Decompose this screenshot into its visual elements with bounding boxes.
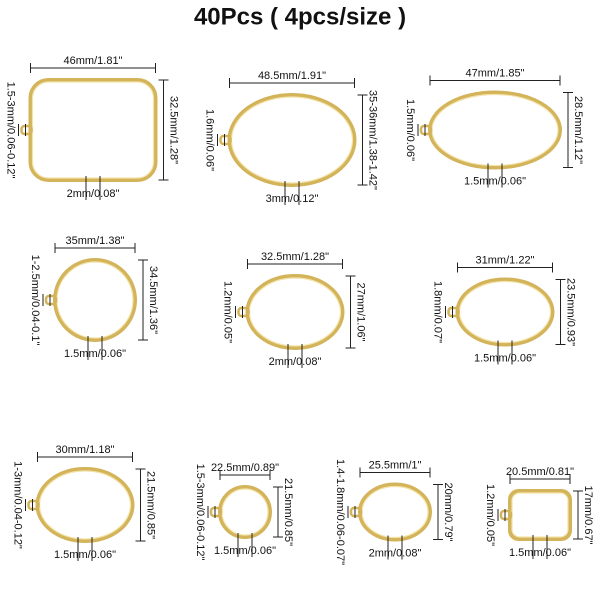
frame	[508, 489, 572, 541]
frame-highlight	[361, 485, 429, 539]
width-label: 25.5mm/1"	[369, 459, 422, 471]
width-label: 48.5mm/1.91"	[258, 70, 326, 82]
frame	[245, 274, 345, 350]
item: 25.5mm/1" 20mm/0.79" 1.4-1.8mm/0.06-0.07" 2…	[334, 459, 454, 565]
item: 30mm/1.18" 21.5mm/0.85" 1-3mm/0.04-0.12" 1.…	[12, 444, 157, 561]
hole-label: 2mm/0.08"	[67, 188, 120, 200]
hole-label: 1.5mm/0.06"	[54, 549, 116, 561]
hole-label: 2mm/0.08"	[269, 356, 322, 368]
thickness-label: 1.8mm/0.07"	[432, 281, 444, 343]
item: 35mm/1.38" 34.5mm/1.36" 1-2.5mm/0.04-0.1" 1…	[29, 235, 159, 360]
hole-label: 3mm/0.12"	[266, 193, 319, 205]
height-label: 21.5mm/0.85"	[145, 471, 157, 539]
thickness-label: 1-2.5mm/0.04-0.1"	[29, 255, 41, 346]
item: 20.5mm/0.81" 17mm/0.67" 1.2mm/0.05" 1.5mm/0…	[484, 466, 594, 559]
frame	[35, 467, 135, 543]
frame-highlight	[458, 280, 552, 344]
loop	[237, 306, 250, 318]
thickness-label: 1.5mm/0.06"	[404, 99, 416, 161]
loop	[349, 506, 363, 518]
width-label: 32.5mm/1.28"	[261, 251, 329, 263]
item: 32.5mm/1.28" 27mm/1.06" 1.2mm/0.05" 2mm/0.0…	[222, 251, 367, 368]
loop	[27, 499, 40, 511]
thickness-label: 1.5-3mm/0.06-0.12"	[5, 82, 17, 179]
loop	[44, 294, 58, 306]
width-label: 30mm/1.18"	[56, 444, 115, 456]
width-label: 22.5mm/0.89"	[211, 462, 279, 474]
height-label: 28.5mm/1.12"	[572, 96, 584, 164]
title: 40Pcs ( 4pcs/size )	[194, 3, 406, 30]
height-label: 20mm/0.79"	[442, 483, 454, 542]
frame	[428, 90, 562, 170]
frame	[53, 258, 137, 342]
hole-label: 1.5mm/0.06"	[64, 348, 126, 360]
hole-label: 1.5mm/0.06"	[474, 352, 536, 364]
hole-label: 1.5mm/0.06"	[464, 175, 526, 187]
loop	[419, 124, 433, 136]
width-label: 20.5mm/0.81"	[506, 466, 574, 478]
thickness-label: 1-3mm/0.04-0.12"	[12, 461, 24, 549]
thickness-label: 1.5-3mm/0.06-0.12"	[194, 464, 206, 561]
frame-highlight	[248, 277, 342, 347]
loop	[219, 134, 232, 146]
height-label: 32.5mm/1.28"	[168, 96, 180, 164]
frame-highlight	[31, 81, 155, 179]
frame	[455, 277, 555, 347]
thickness-label: 1.2mm/0.05"	[484, 484, 496, 546]
hole-label: 2mm/0.08"	[369, 547, 422, 559]
loop	[447, 306, 460, 318]
hole-label: 1.5mm/0.06"	[509, 547, 571, 559]
thickness-label: 1.2mm/0.05"	[222, 281, 234, 343]
thickness-label: 1.4-1.8mm/0.06-0.07"	[334, 459, 346, 565]
frame	[218, 485, 272, 539]
height-label: 23.5mm/0.93"	[565, 278, 577, 346]
frame-highlight	[431, 93, 559, 167]
frame-highlight	[221, 488, 269, 536]
frame	[358, 482, 432, 542]
frame-highlight	[38, 470, 132, 540]
frame-highlight	[230, 96, 354, 184]
item: 48.5mm/1.91" 35-36mm/1.38-1.42" 1.6mm/0.06…	[204, 70, 379, 205]
frame	[28, 78, 158, 182]
item: 22.5mm/0.89"21.5mm/0.85" 1.5-3mm/0.06-0.1…	[194, 462, 294, 561]
width-label: 35mm/1.38"	[66, 235, 125, 247]
height-label: 21.5mm/0.85"	[282, 478, 294, 546]
frame-highlight	[56, 261, 134, 339]
height-label: 17mm/0.67"	[582, 486, 594, 545]
width-label: 31mm/1.22"	[476, 254, 535, 266]
thickness-label: 1.6mm/0.06"	[204, 109, 216, 171]
loop	[209, 506, 223, 518]
item: 47mm/1.85" 28.5mm/1.12" 1.5mm/0.06" 1.5mm/0…	[404, 67, 584, 188]
frame	[227, 93, 357, 187]
width-label: 47mm/1.85"	[466, 67, 525, 79]
height-label: 35-36mm/1.38-1.42"	[367, 90, 379, 190]
item: 31mm/1.22" 23.5mm/0.93" 1.8mm/0.07" 1.5mm/0…	[432, 254, 577, 365]
height-label: 34.5mm/1.36"	[147, 266, 159, 334]
height-label: 27mm/1.06"	[355, 283, 367, 342]
width-label: 46mm/1.81"	[64, 55, 123, 67]
loop	[20, 124, 33, 136]
item: 46mm/1.81" 32.5mm/1.28" 1.5-3mm/0.06-0.12"…	[5, 55, 180, 200]
loop	[499, 509, 513, 521]
hole-label: 1.5mm/0.06"	[214, 545, 276, 557]
frame-highlight	[511, 492, 569, 538]
